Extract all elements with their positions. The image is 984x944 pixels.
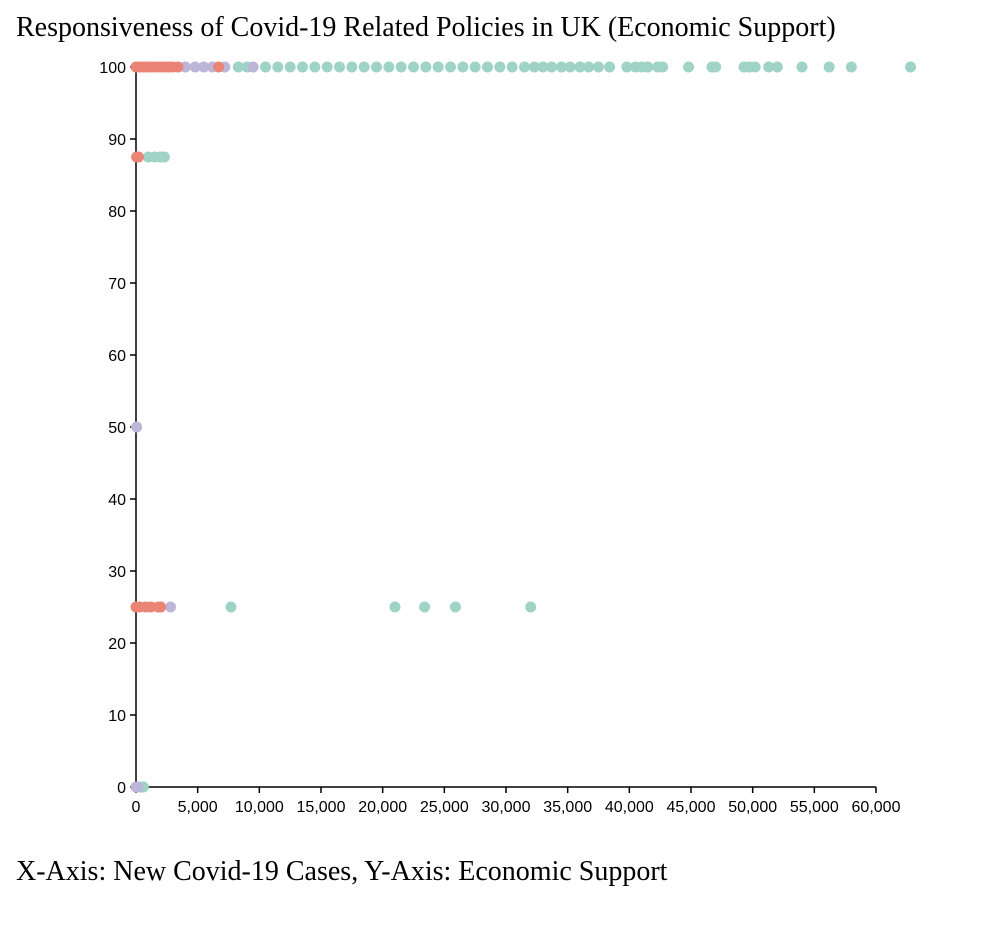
y-tick-label: 30 <box>108 564 126 581</box>
points-group <box>130 61 917 793</box>
data-point <box>482 61 493 73</box>
y-tick-label: 70 <box>108 276 126 293</box>
x-tick-label: 25,000 <box>420 799 469 816</box>
data-point <box>537 61 549 73</box>
y-tick-label: 80 <box>108 204 126 221</box>
data-point <box>546 61 558 73</box>
data-point <box>232 61 244 73</box>
x-tick-label: 0 <box>132 799 141 816</box>
data-point <box>158 151 170 163</box>
y-tick-label: 20 <box>108 636 126 653</box>
data-point <box>389 601 401 613</box>
x-tick-label: 35,000 <box>543 799 592 816</box>
x-tick-label: 40,000 <box>605 799 654 816</box>
data-point <box>445 61 456 73</box>
data-point <box>432 61 444 73</box>
data-point <box>593 61 604 73</box>
data-point <box>525 601 537 613</box>
x-tick-label: 20,000 <box>358 799 407 816</box>
data-point <box>506 61 518 73</box>
y-tick-label: 100 <box>99 60 126 77</box>
data-point <box>225 601 237 613</box>
y-tick-label: 90 <box>108 132 126 149</box>
data-point <box>823 61 835 73</box>
data-point <box>383 61 395 73</box>
y-tick-label: 0 <box>117 780 126 797</box>
data-point <box>420 61 432 73</box>
x-tick-label: 55,000 <box>790 799 839 816</box>
data-point <box>528 61 540 73</box>
data-point <box>346 61 358 73</box>
data-point <box>165 601 177 613</box>
y-tick-label: 60 <box>108 348 126 365</box>
chart-caption: X-Axis: New Covid-19 Cases, Y-Axis: Econ… <box>16 856 668 887</box>
y-tick-label: 40 <box>108 492 126 509</box>
data-point <box>172 61 184 73</box>
y-tick-label: 50 <box>108 420 126 437</box>
data-point <box>494 61 506 73</box>
data-point <box>272 61 284 73</box>
data-point <box>131 421 143 433</box>
data-point <box>710 61 722 73</box>
chart-title: Responsiveness of Covid-19 Related Polic… <box>16 12 836 43</box>
data-point <box>309 61 321 73</box>
x-tick-label: 5,000 <box>178 799 218 816</box>
data-point <box>771 61 783 73</box>
x-tick-label: 10,000 <box>235 799 284 816</box>
data-point <box>284 61 296 73</box>
data-point <box>796 61 808 73</box>
data-point <box>247 61 259 73</box>
data-point <box>419 601 431 613</box>
data-point <box>371 61 382 73</box>
data-point <box>845 61 857 73</box>
axes-group: 0 10 20 30 40 50 60 70 80 90 100 0 5,000 10,000 15,000… <box>99 60 900 816</box>
data-point <box>763 61 775 73</box>
data-point <box>260 61 271 73</box>
x-tick-label: 50,000 <box>728 799 777 816</box>
data-point <box>213 61 225 73</box>
data-point <box>519 61 530 73</box>
data-point <box>583 61 595 73</box>
data-point <box>556 61 567 73</box>
data-point <box>189 61 201 73</box>
data-point <box>395 61 407 73</box>
data-point <box>657 61 669 73</box>
data-point <box>198 61 210 73</box>
x-tick-label: 30,000 <box>482 799 531 816</box>
x-tick-label: 60,000 <box>852 799 901 816</box>
data-point <box>132 151 144 163</box>
data-point <box>604 61 616 73</box>
x-tick-label: 15,000 <box>297 799 346 816</box>
data-point <box>683 61 695 73</box>
data-point <box>621 61 633 73</box>
data-point <box>449 601 461 613</box>
data-point <box>457 61 469 73</box>
data-point <box>297 61 308 73</box>
data-point <box>642 61 654 73</box>
data-point <box>574 61 586 73</box>
data-point <box>564 61 576 73</box>
x-tick-label: 45,000 <box>667 799 716 816</box>
data-point <box>408 61 419 73</box>
data-point <box>749 61 761 73</box>
y-tick-label: 10 <box>108 708 126 725</box>
data-point <box>358 61 370 73</box>
data-point <box>905 61 917 73</box>
data-point <box>155 601 167 613</box>
data-point <box>334 61 345 73</box>
data-point <box>321 61 333 73</box>
data-point <box>469 61 481 73</box>
data-point <box>132 781 144 793</box>
